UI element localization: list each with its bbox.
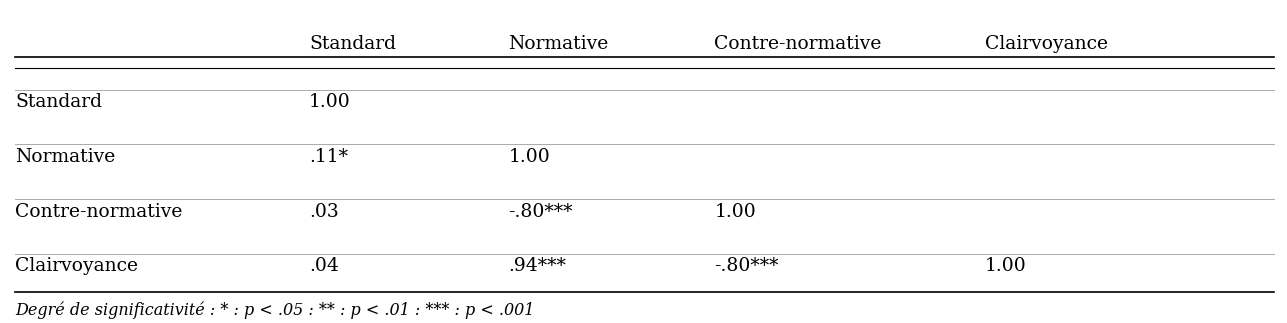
Text: .03: .03 [309, 203, 338, 221]
Text: -.80***: -.80*** [508, 203, 573, 221]
Text: Contre-normative: Contre-normative [714, 35, 882, 53]
Text: .94***: .94*** [508, 257, 566, 276]
Text: .04: .04 [309, 257, 338, 276]
Text: 1.00: 1.00 [309, 93, 350, 111]
Text: Clairvoyance: Clairvoyance [985, 35, 1108, 53]
Text: 1.00: 1.00 [508, 148, 550, 166]
Text: 1.00: 1.00 [714, 203, 755, 221]
Text: Contre-normative: Contre-normative [15, 203, 183, 221]
Text: Standard: Standard [15, 93, 103, 111]
Text: .11*: .11* [309, 148, 347, 166]
Text: Standard: Standard [309, 35, 396, 53]
Text: 1.00: 1.00 [985, 257, 1026, 276]
Text: Degré de significativité : * : p < .05 : ** : p < .01 : *** : p < .001: Degré de significativité : * : p < .05 :… [15, 302, 535, 319]
Text: -.80***: -.80*** [714, 257, 779, 276]
Text: Normative: Normative [15, 148, 116, 166]
Text: Normative: Normative [508, 35, 609, 53]
Text: Clairvoyance: Clairvoyance [15, 257, 139, 276]
